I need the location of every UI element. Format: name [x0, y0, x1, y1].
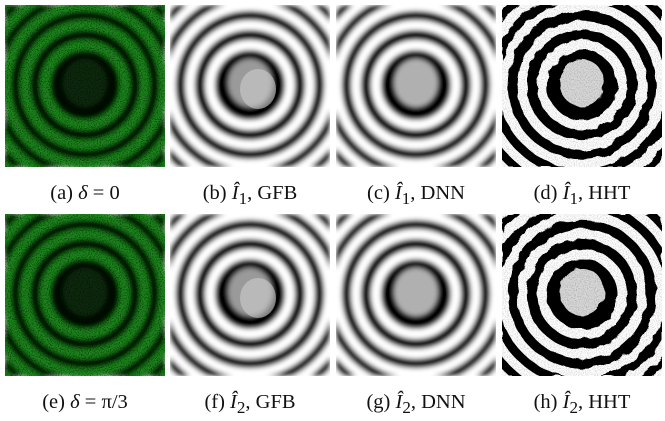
- caption-d-subscript: 1: [569, 189, 578, 209]
- caption-g-rest: , DNN: [410, 391, 466, 413]
- caption-f: (f) Î2, GFB: [167, 390, 333, 420]
- caption-b: (b) Î1, GFB: [167, 181, 333, 211]
- caption-f-subscript: 2: [236, 398, 246, 418]
- panel-a-speckle-image: [5, 5, 165, 167]
- caption-h-rest: , HHT: [578, 391, 631, 413]
- caption-h: (h) Î2, HHT: [499, 390, 665, 420]
- caption-a-rest: = 0: [87, 182, 120, 204]
- caption-d-symbol: Î: [562, 182, 570, 204]
- caption-e: (e) δ = π/3: [2, 390, 168, 414]
- caption-g-label: (g): [366, 391, 391, 413]
- hht-artifacts: [502, 5, 662, 167]
- caption-e-label: (e): [42, 391, 65, 413]
- panel-a-svg: [5, 5, 165, 167]
- caption-a-label: (a): [50, 182, 74, 204]
- caption-g: (g) Î2, DNN: [333, 390, 499, 420]
- panel-f-gfb-image: [170, 214, 330, 376]
- panel-e-speckle-image: [5, 214, 165, 376]
- caption-b-rest: , GFB: [247, 182, 298, 204]
- panel-b-gfb-image: [170, 5, 330, 167]
- panel-f-svg: [170, 214, 330, 376]
- caption-c-subscript: 1: [401, 189, 411, 209]
- panel-d-hht-image: [502, 5, 662, 167]
- caption-a: (a) δ = 0: [2, 181, 168, 205]
- caption-c-symbol: Î: [394, 182, 402, 204]
- caption-h-subscript: 2: [569, 398, 578, 418]
- panel-h-hht-image: [502, 214, 662, 376]
- speckle-noise: [5, 5, 165, 167]
- panel-b-svg: [170, 5, 330, 167]
- fringe-rings: [336, 5, 496, 167]
- caption-b-symbol: Î: [231, 182, 239, 204]
- caption-g-symbol: Î: [395, 391, 403, 413]
- caption-f-label: (f): [204, 391, 225, 413]
- caption-b-label: (b): [202, 182, 227, 204]
- caption-c-rest: , DNN: [410, 182, 465, 204]
- panel-g-dnn-image: [336, 214, 496, 376]
- caption-a-symbol: δ: [78, 182, 88, 204]
- panel-c-dnn-image: [336, 5, 496, 167]
- caption-d-rest: , HHT: [578, 182, 631, 204]
- caption-f-rest: , GFB: [245, 391, 296, 413]
- caption-b-subscript: 1: [238, 189, 248, 209]
- panel-g-svg: [336, 214, 496, 376]
- panel-e-svg: [5, 214, 165, 376]
- panel-h-svg: [502, 214, 662, 376]
- panel-d-svg: [502, 5, 662, 167]
- caption-h-label: (h): [533, 391, 558, 413]
- caption-e-rest: = π/3: [79, 391, 128, 413]
- panel-c-svg: [336, 5, 496, 167]
- caption-d: (d) Î1, HHT: [499, 181, 665, 211]
- caption-c: (c) Î1, DNN: [333, 181, 499, 211]
- caption-g-subscript: 2: [402, 398, 411, 418]
- fringe-rings: [336, 214, 496, 376]
- caption-f-symbol: Î: [230, 391, 237, 413]
- speckle-noise: [5, 214, 165, 376]
- caption-c-label: (c): [367, 182, 390, 204]
- hht-artifacts: [502, 214, 662, 376]
- caption-e-symbol: δ: [70, 391, 80, 413]
- caption-h-symbol: Î: [562, 391, 570, 413]
- caption-d-label: (d): [533, 182, 558, 204]
